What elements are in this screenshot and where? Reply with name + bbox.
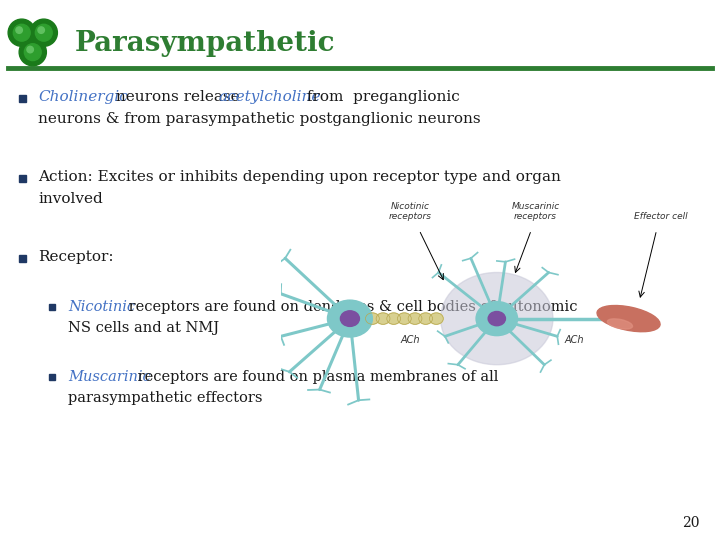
Bar	[19, 174, 25, 181]
Circle shape	[35, 24, 53, 41]
Circle shape	[30, 19, 58, 46]
Text: NS cells and at NMJ: NS cells and at NMJ	[68, 321, 219, 335]
Ellipse shape	[608, 319, 632, 329]
Text: 20: 20	[683, 516, 700, 530]
Text: acetylcholine: acetylcholine	[218, 90, 320, 104]
Text: Muscarinic: Muscarinic	[68, 370, 150, 384]
Circle shape	[27, 46, 33, 53]
Text: receptors are found on plasma membranes of all: receptors are found on plasma membranes …	[133, 370, 498, 384]
Circle shape	[38, 27, 45, 33]
Circle shape	[488, 312, 505, 326]
Ellipse shape	[597, 306, 660, 332]
Circle shape	[14, 24, 30, 41]
Text: from  preganglionic: from preganglionic	[302, 90, 460, 104]
Circle shape	[376, 313, 390, 325]
Circle shape	[19, 38, 46, 66]
Text: ACh: ACh	[400, 335, 420, 346]
Circle shape	[8, 19, 35, 46]
Text: Action: Excites or inhibits depending upon receptor type and organ: Action: Excites or inhibits depending up…	[38, 170, 561, 184]
Circle shape	[328, 300, 372, 337]
Circle shape	[476, 301, 518, 336]
Circle shape	[24, 44, 41, 60]
Circle shape	[16, 27, 22, 33]
Text: Receptor:: Receptor:	[38, 250, 114, 264]
Circle shape	[429, 313, 444, 325]
Circle shape	[408, 313, 422, 325]
Bar	[49, 374, 55, 380]
Text: Nicotinic
receptors: Nicotinic receptors	[389, 202, 432, 221]
Circle shape	[341, 311, 359, 326]
Text: Cholinergic: Cholinergic	[38, 90, 127, 104]
Text: parasympathetic effectors: parasympathetic effectors	[68, 391, 263, 405]
Bar	[49, 304, 55, 310]
Text: ACh: ACh	[564, 335, 585, 346]
Text: Nicotinic: Nicotinic	[68, 300, 135, 314]
Text: neurons & from parasympathetic postganglionic neurons: neurons & from parasympathetic postgangl…	[38, 112, 481, 126]
Circle shape	[387, 313, 400, 325]
Text: Muscarinic
receptors: Muscarinic receptors	[511, 202, 560, 221]
Text: Effector cell: Effector cell	[634, 212, 688, 221]
Text: neurons release: neurons release	[111, 90, 245, 104]
Circle shape	[419, 313, 433, 325]
Text: Parasympathetic: Parasympathetic	[75, 30, 336, 57]
Bar	[19, 254, 25, 261]
Text: involved: involved	[38, 192, 103, 206]
Circle shape	[366, 313, 379, 325]
Circle shape	[441, 273, 553, 364]
Bar	[19, 94, 25, 102]
Text: receptors are found on dendrites & cell bodies of autonomic: receptors are found on dendrites & cell …	[124, 300, 577, 314]
Circle shape	[397, 313, 411, 325]
